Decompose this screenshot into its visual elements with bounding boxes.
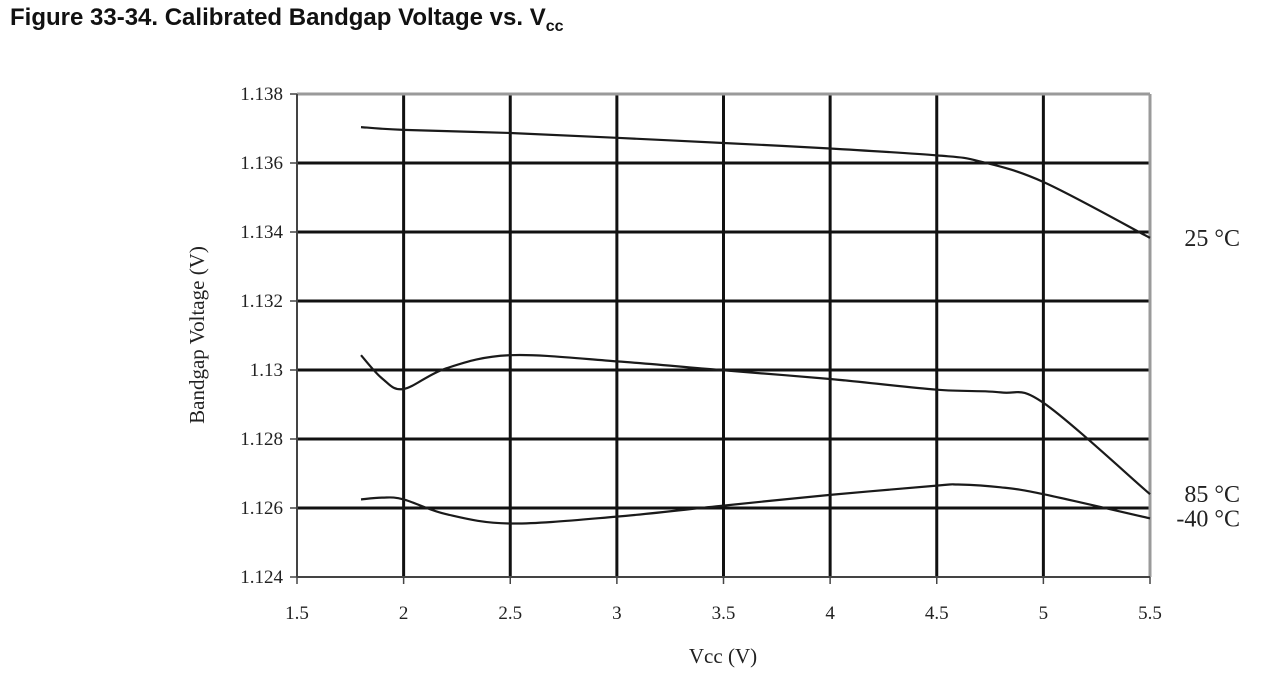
x-tick-label: 5.5 xyxy=(1138,603,1162,624)
x-tick-label: 1.5 xyxy=(285,603,309,624)
series-line xyxy=(360,483,1151,525)
tick-labels: 1.5 2 2.5 3 3.5 4 4.5 5 5.5 1.124 1.126 1.128 1.13 1.… xyxy=(240,84,1162,624)
series-lines xyxy=(360,126,1151,525)
x-tick-label: 2 xyxy=(399,603,409,624)
series-line xyxy=(360,353,1151,496)
y-tick-label: 1.136 xyxy=(240,153,283,174)
series-label: 25 °C xyxy=(1184,226,1240,252)
y-tick-label: 1.138 xyxy=(240,84,283,105)
y-tick-label: 1.126 xyxy=(240,498,283,519)
x-tick-label: 3.5 xyxy=(712,603,736,624)
figure-title-subscript: cc xyxy=(545,18,564,35)
series-line xyxy=(360,126,1151,239)
y-tick-label: 1.134 xyxy=(240,222,283,243)
y-axis-label: Bandgap Voltage (V) xyxy=(185,246,209,424)
x-tick-label: 3 xyxy=(612,603,622,624)
x-tick-label: 5 xyxy=(1039,603,1049,624)
series-label: 85 °C xyxy=(1184,482,1240,508)
x-tick-label: 4.5 xyxy=(925,603,949,624)
y-tick-label: 1.128 xyxy=(240,429,283,450)
x-tick-label: 2.5 xyxy=(498,603,522,624)
figure-title: Figure 33-34. Calibrated Bandgap Voltage… xyxy=(10,4,564,36)
figure-title-text: Figure 33-34. Calibrated Bandgap Voltage… xyxy=(10,4,546,31)
series-labels: 25 °C 85 °C-40 °C xyxy=(1176,226,1240,532)
y-tick-label: 1.13 xyxy=(250,360,283,381)
x-axis-label: Vcc (V) xyxy=(689,644,757,668)
y-tick-label: 1.124 xyxy=(240,567,283,588)
series-label: -40 °C xyxy=(1176,506,1240,532)
y-tick-label: 1.132 xyxy=(240,291,283,312)
x-tick-label: 4 xyxy=(825,603,835,624)
